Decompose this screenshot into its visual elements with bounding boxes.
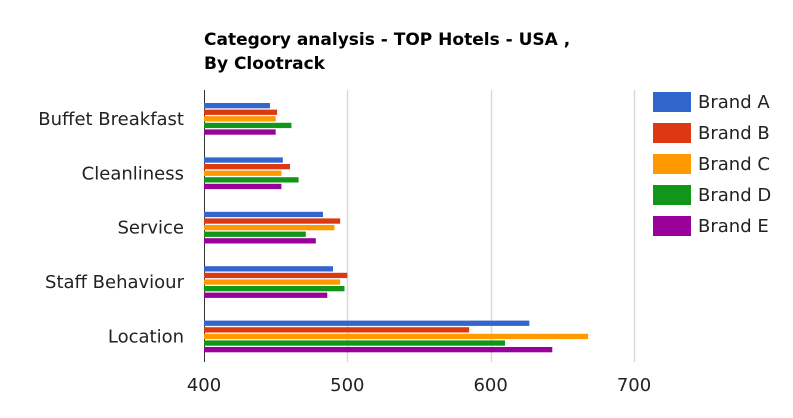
legend-label: Brand D [698, 185, 771, 206]
category-labels: Buffet Breakfast Cleanliness Service Staff … [38, 109, 184, 348]
bar-buffet-breakfast-brand-c [204, 116, 276, 122]
bar-cleanliness-brand-a [204, 157, 283, 163]
legend-item[interactable]: Brand E [653, 216, 769, 237]
bar-location-brand-c [204, 333, 589, 340]
bar-cleanliness-brand-b [204, 164, 290, 170]
bar-service-brand-b [204, 218, 341, 224]
bar-staff-behaviour-brand-e [204, 292, 328, 298]
bar-location-brand-e [204, 347, 553, 353]
bar-buffet-breakfast-brand-a [204, 103, 270, 109]
legend-item[interactable]: Brand D [653, 185, 771, 206]
bar-location-brand-d [204, 340, 505, 346]
bar-buffet-breakfast-brand-b [204, 109, 278, 115]
legend-item[interactable]: Brand C [653, 154, 770, 175]
bar-service-brand-d [204, 231, 306, 237]
bar-cleanliness-brand-d [204, 177, 299, 183]
legend-label: Brand A [698, 92, 770, 113]
bar-service-brand-a [204, 211, 323, 218]
category-label: Cleanliness [82, 163, 184, 184]
legend-swatch [653, 185, 691, 205]
bar-staff-behaviour-brand-a [204, 266, 333, 272]
legend: Brand A Brand B Brand C Brand D Brand E [653, 92, 771, 237]
category-label: Staff Behaviour [45, 272, 185, 293]
category-label: Buffet Breakfast [38, 109, 184, 130]
legend-swatch [653, 154, 691, 174]
bars [204, 103, 589, 353]
bar-staff-behaviour-brand-c [204, 279, 341, 285]
bar-cleanliness-brand-c [204, 170, 282, 176]
bar-location-brand-a [204, 320, 530, 326]
legend-swatch [653, 92, 691, 112]
bar-service-brand-c [204, 225, 335, 231]
legend-label: Brand C [698, 154, 770, 175]
legend-item[interactable]: Brand A [653, 92, 770, 113]
legend-label: Brand E [698, 216, 769, 237]
chart-title: Category analysis - TOP Hotels - USA , B… [204, 28, 570, 76]
x-axis-ticks: 400 500 600 700 [187, 375, 651, 396]
bar-service-brand-e [204, 238, 316, 244]
legend-swatch [653, 123, 691, 143]
gridlines [204, 90, 636, 362]
x-tick-label: 400 [187, 375, 221, 396]
bar-cleanliness-brand-e [204, 183, 282, 190]
legend-item[interactable]: Brand B [653, 123, 770, 144]
legend-swatch [653, 216, 691, 236]
legend-label: Brand B [698, 123, 770, 144]
x-tick-label: 600 [473, 375, 507, 396]
bar-staff-behaviour-brand-b [204, 272, 348, 279]
category-label: Location [108, 326, 184, 347]
bar-buffet-breakfast-brand-e [204, 129, 276, 135]
bar-buffet-breakfast-brand-d [204, 122, 292, 129]
bar-location-brand-b [204, 327, 470, 333]
chart-title-line1: Category analysis - TOP Hotels - USA , [204, 30, 571, 50]
x-tick-label: 500 [330, 375, 364, 396]
category-label: Service [117, 218, 184, 239]
chart-title-line2: By Clootrack [204, 54, 325, 74]
x-tick-label: 700 [617, 375, 651, 396]
bar-staff-behaviour-brand-d [204, 286, 345, 292]
